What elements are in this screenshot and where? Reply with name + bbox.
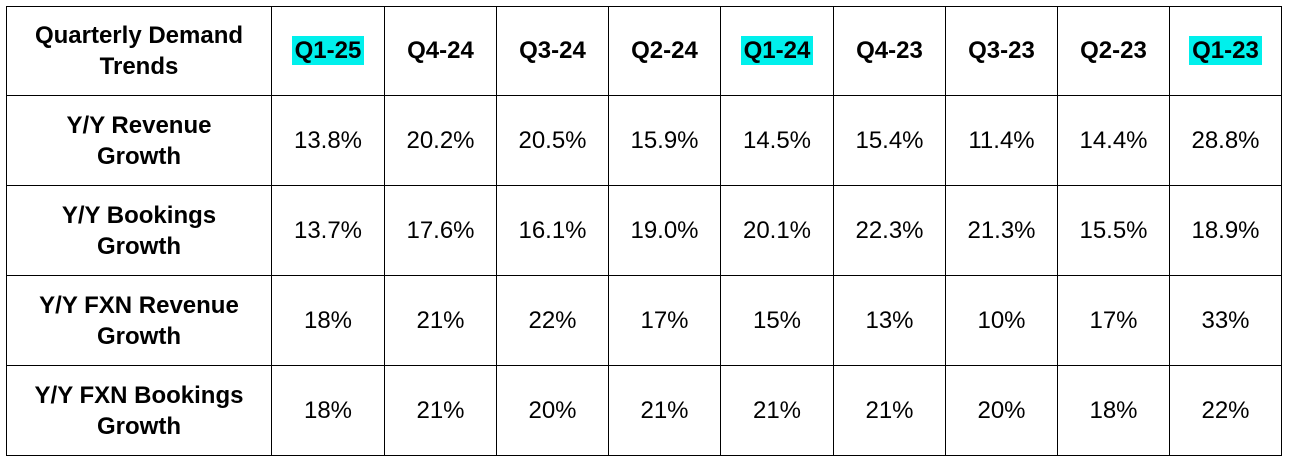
table-cell: 19.0%: [608, 185, 721, 276]
table-cell: 21%: [384, 365, 497, 456]
table-cell: 20%: [496, 365, 609, 456]
column-header: Q3-23: [945, 6, 1058, 96]
row-label-line: Growth: [97, 232, 181, 260]
column-header: Q2-24: [608, 6, 721, 96]
row-label: Y/Y FXN Revenue Growth: [6, 275, 272, 366]
column-header-label: Q1-25: [291, 36, 365, 65]
table-row: Y/Y FXN Bookings Growth 18% 21% 20% 21% 21% 21%…: [6, 365, 1282, 456]
column-header-label: Q3-23: [968, 37, 1035, 64]
table-cell: 15.9%: [608, 95, 721, 186]
table-cell: 17%: [1057, 275, 1170, 366]
header-row: Quarterly Demand Trends Q1-25 Q4-24 Q3-24 Q…: [6, 6, 1282, 96]
column-header: Q1-23: [1169, 6, 1282, 96]
table-cell: 14.5%: [720, 95, 834, 186]
column-header: Q3-24: [496, 6, 609, 96]
table-cell: 21%: [833, 365, 946, 456]
table-cell: 18%: [1057, 365, 1170, 456]
row-label-line: Growth: [97, 412, 181, 440]
row-label-line: Y/Y FXN Revenue: [39, 291, 239, 319]
table-title-line: Quarterly Demand: [34, 22, 244, 49]
table-cell: 15.4%: [833, 95, 946, 186]
column-header: Q1-25: [271, 6, 385, 96]
table-cell: 21.3%: [945, 185, 1058, 276]
table-cell: 11.4%: [945, 95, 1058, 186]
table-cell: 13.7%: [271, 185, 385, 276]
table-row: Y/Y Bookings Growth 13.7% 17.6% 16.1% 19.0% 20…: [6, 185, 1282, 276]
column-header-label: Q2-24: [631, 37, 698, 64]
table-row: Y/Y FXN Revenue Growth 18% 21% 22% 17% 15% 13% 1…: [6, 275, 1282, 366]
column-header: Q4-23: [833, 6, 946, 96]
column-header-label: Q4-24: [407, 37, 474, 64]
column-header-label: Q1-23: [1189, 36, 1262, 65]
table-cell: 17%: [608, 275, 721, 366]
table-cell: 21%: [608, 365, 721, 456]
column-header: Q4-24: [384, 6, 497, 96]
column-header-label: Q1-24: [740, 36, 814, 65]
table-cell: 15%: [720, 275, 834, 366]
table-cell: 20.2%: [384, 95, 497, 186]
column-header-label: Q3-24: [519, 37, 586, 64]
table-cell: 20%: [945, 365, 1058, 456]
table-row: Y/Y Revenue Growth 13.8% 20.2% 20.5% 15.9% 14.…: [6, 95, 1282, 186]
table-cell: 17.6%: [384, 185, 497, 276]
row-label-line: Growth: [97, 322, 181, 350]
table-cell: 21%: [384, 275, 497, 366]
table-cell: 28.8%: [1169, 95, 1282, 186]
table-cell: 14.4%: [1057, 95, 1170, 186]
table-body: Y/Y Revenue Growth 13.8% 20.2% 20.5% 15.9% 14.…: [6, 95, 1282, 456]
table-cell: 22%: [1169, 365, 1282, 456]
table-title: Quarterly Demand Trends: [6, 6, 272, 96]
row-label-line: Y/Y Bookings: [61, 201, 217, 229]
column-header-label: Q4-23: [856, 37, 923, 64]
table-cell: 15.5%: [1057, 185, 1170, 276]
table-cell: 13.8%: [271, 95, 385, 186]
table-cell: 13%: [833, 275, 946, 366]
column-header: Q1-24: [720, 6, 834, 96]
row-label: Y/Y FXN Bookings Growth: [6, 365, 272, 456]
table-cell: 10%: [945, 275, 1058, 366]
table-cell: 22.3%: [833, 185, 946, 276]
row-label: Y/Y Revenue Growth: [6, 95, 272, 186]
table-cell: 16.1%: [496, 185, 609, 276]
quarterly-demand-table: Quarterly Demand Trends Q1-25 Q4-24 Q3-24 Q…: [6, 6, 1282, 456]
row-label-line: Growth: [97, 142, 181, 170]
table-cell: 20.1%: [720, 185, 834, 276]
row-label-line: Y/Y Revenue: [66, 111, 212, 139]
table-cell: 18.9%: [1169, 185, 1282, 276]
table-cell: 33%: [1169, 275, 1282, 366]
table-cell: 18%: [271, 365, 385, 456]
table-cell: 20.5%: [496, 95, 609, 186]
row-label: Y/Y Bookings Growth: [6, 185, 272, 276]
column-header: Q2-23: [1057, 6, 1170, 96]
column-header-label: Q2-23: [1080, 37, 1147, 64]
table-cell: 18%: [271, 275, 385, 366]
table-cell: 21%: [720, 365, 834, 456]
table-cell: 22%: [496, 275, 609, 366]
row-label-line: Y/Y FXN Bookings: [34, 381, 244, 409]
table-title-line: Trends: [99, 53, 179, 80]
